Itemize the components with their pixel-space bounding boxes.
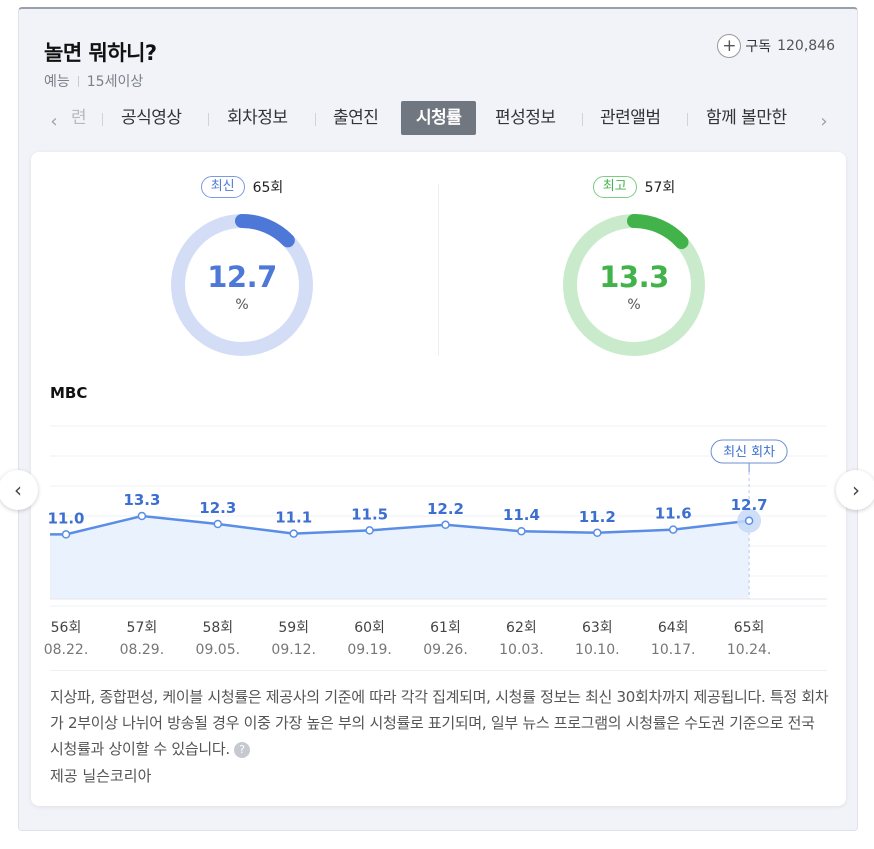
data-point bbox=[61, 530, 71, 539]
chart-prev-button[interactable]: ‹ bbox=[0, 470, 38, 510]
latest-rating-gauge: 최신 65회 12.7 % bbox=[162, 152, 322, 356]
data-label: 11.0 bbox=[47, 509, 84, 527]
tab-cast[interactable]: 출연진 bbox=[333, 108, 379, 128]
best-badge: 최고 bbox=[592, 176, 637, 198]
latest-rating-value: 12.7 bbox=[207, 260, 277, 294]
tab-schedule[interactable]: 편성정보 bbox=[495, 108, 556, 128]
data-label: 13.3 bbox=[123, 491, 160, 509]
data-label: 12.7 bbox=[731, 496, 768, 514]
x-tick-date: 10.03. bbox=[499, 642, 544, 658]
tab-official-video[interactable]: 공식영상 bbox=[121, 108, 182, 128]
tab-prev-arrow-icon[interactable]: ‹ bbox=[50, 111, 58, 132]
tab-recommended[interactable]: 함께 볼만한 bbox=[706, 108, 787, 128]
program-panel: 놀면 뭐하니? 예능 15세이상 + 구독 120,846 ‹ 련 공식영상 회차… bbox=[18, 7, 858, 831]
tab-divider bbox=[687, 113, 688, 126]
x-tick-episode: 65회 bbox=[734, 620, 765, 636]
best-episode: 57회 bbox=[644, 180, 676, 196]
tab-ratings[interactable]: 시청률 bbox=[401, 101, 477, 135]
data-point bbox=[668, 525, 678, 534]
notice-text: 지상파, 종합편성, 케이블 시청률은 제공사의 기준에 따라 각각 집계되며,… bbox=[50, 688, 829, 758]
data-point bbox=[517, 526, 526, 536]
x-tick-date: 10.10. bbox=[575, 642, 620, 658]
meta-divider bbox=[77, 76, 79, 87]
tab-divider bbox=[102, 113, 103, 126]
chevron-left-icon: ‹ bbox=[14, 478, 22, 502]
x-tick-episode: 58회 bbox=[202, 620, 233, 636]
tab-bar: ‹ 련 공식영상 회차정보 출연진 시청률 편성정보 관련앨범 함께 볼만한 › bbox=[19, 101, 857, 141]
x-tick-episode: 64회 bbox=[658, 620, 689, 636]
best-rating-gauge: 최고 57회 13.3 % bbox=[554, 152, 714, 356]
x-tick-episode: 56회 bbox=[51, 620, 82, 636]
best-badge-row: 최고 57회 bbox=[554, 176, 714, 198]
data-label: 12.3 bbox=[199, 499, 236, 517]
latest-episode-badge-label: 최신 회차 bbox=[723, 445, 775, 460]
plus-icon: + bbox=[717, 34, 742, 58]
best-rating-unit: % bbox=[627, 297, 641, 313]
tab-partial-left[interactable]: 련 bbox=[71, 108, 87, 128]
chevron-right-icon: › bbox=[852, 478, 860, 502]
program-meta: 예능 15세이상 bbox=[44, 71, 143, 91]
subscribe-button[interactable]: + 구독 120,846 bbox=[717, 34, 835, 58]
x-tick-date: 10.24. bbox=[727, 642, 772, 658]
latest-episode: 65회 bbox=[252, 180, 284, 196]
gauge-divider bbox=[438, 184, 439, 356]
best-rating-value: 13.3 bbox=[599, 260, 669, 294]
best-gauge-arc bbox=[563, 214, 705, 356]
tab-divider bbox=[208, 113, 209, 126]
latest-rating-unit: % bbox=[235, 297, 249, 313]
data-point bbox=[744, 516, 754, 526]
data-provider: 제공 닐슨코리아 bbox=[50, 767, 152, 785]
ratings-notice: 지상파, 종합편성, 케이블 시청률은 제공사의 기준에 따라 각각 집계되며,… bbox=[50, 684, 830, 762]
x-tick-date: 09.12. bbox=[271, 642, 316, 658]
data-point bbox=[137, 511, 147, 521]
age-rating-label: 15세이상 bbox=[86, 74, 144, 90]
data-label: 11.2 bbox=[579, 508, 616, 526]
x-tick-date: 09.05. bbox=[196, 642, 241, 658]
x-tick-episode: 57회 bbox=[127, 620, 158, 636]
ratings-line-chart[interactable]: 11.0 56회 08.22. 13.3 57회 08.29. 12.3 58회 09.05. 1… bbox=[31, 410, 846, 670]
x-tick-episode: 63회 bbox=[582, 620, 613, 636]
chart-area-fill bbox=[50, 516, 750, 599]
latest-badge-row: 최신 65회 bbox=[162, 176, 322, 198]
data-label: 12.2 bbox=[427, 500, 464, 518]
subscriber-count: 120,846 bbox=[777, 38, 835, 54]
tab-related-album[interactable]: 관련앨범 bbox=[600, 108, 661, 128]
ratings-card: 최신 65회 12.7 % 최고 57회 13.3 % MBC 11. bbox=[31, 152, 846, 806]
tab-next-arrow-icon[interactable]: › bbox=[820, 111, 828, 132]
help-icon[interactable]: ? bbox=[233, 742, 250, 758]
x-tick-episode: 62회 bbox=[506, 620, 537, 636]
latest-gauge-arc bbox=[171, 214, 313, 356]
x-tick-episode: 59회 bbox=[278, 620, 309, 636]
data-point bbox=[365, 526, 374, 535]
best-gauge-ring bbox=[563, 214, 705, 356]
data-label: 11.4 bbox=[503, 506, 540, 524]
tab-divider bbox=[582, 113, 583, 126]
x-tick-date: 08.22. bbox=[44, 642, 89, 658]
tab-divider bbox=[315, 113, 316, 126]
data-point bbox=[289, 529, 298, 538]
station-label: MBC bbox=[50, 384, 88, 402]
x-tick-date: 10.17. bbox=[651, 642, 696, 658]
tab-episode-info[interactable]: 회차정보 bbox=[227, 108, 288, 128]
latest-badge: 최신 bbox=[200, 176, 245, 198]
notice-divider bbox=[50, 670, 827, 671]
x-tick-date: 09.19. bbox=[347, 642, 392, 658]
x-tick-date: 09.26. bbox=[423, 642, 468, 658]
genre-label: 예능 bbox=[44, 74, 70, 90]
chart-next-button[interactable]: › bbox=[836, 470, 874, 510]
x-tick-episode: 61회 bbox=[430, 620, 461, 636]
data-point bbox=[213, 519, 223, 529]
program-title[interactable]: 놀면 뭐하니? bbox=[44, 41, 157, 65]
data-point bbox=[441, 520, 450, 530]
data-point bbox=[593, 528, 602, 538]
x-tick-episode: 60회 bbox=[354, 620, 385, 636]
subscribe-label: 구독 bbox=[745, 39, 772, 55]
x-tick-date: 08.29. bbox=[120, 642, 165, 658]
latest-gauge-ring bbox=[171, 214, 313, 356]
data-label: 11.6 bbox=[655, 505, 692, 523]
data-label: 11.5 bbox=[351, 505, 388, 523]
data-label: 11.1 bbox=[275, 509, 312, 527]
